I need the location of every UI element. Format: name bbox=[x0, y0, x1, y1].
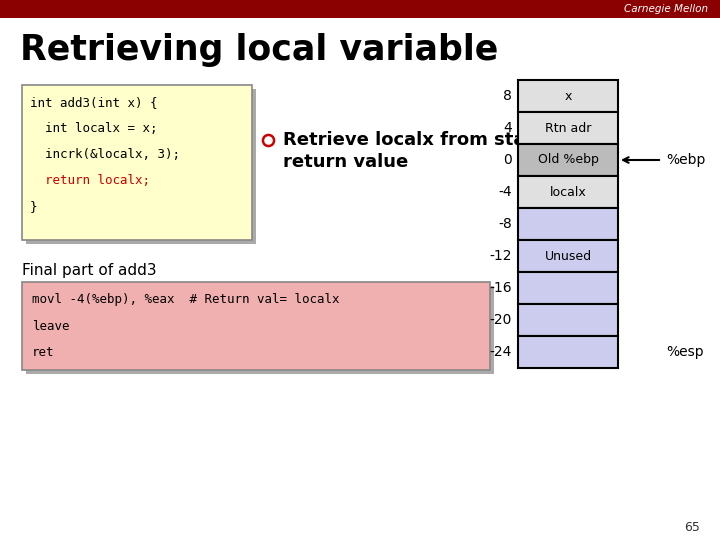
Text: -16: -16 bbox=[490, 281, 512, 295]
Text: %ebp: %ebp bbox=[666, 153, 706, 167]
Text: movl -4(%ebp), %eax  # Return val= localx: movl -4(%ebp), %eax # Return val= localx bbox=[32, 294, 340, 307]
Bar bbox=[518, 272, 618, 304]
Text: x: x bbox=[564, 90, 572, 103]
Bar bbox=[518, 240, 618, 272]
Text: Retrieve localx from stack as: Retrieve localx from stack as bbox=[283, 131, 577, 149]
Text: %esp: %esp bbox=[666, 345, 703, 359]
Bar bbox=[26, 286, 494, 374]
Text: 0: 0 bbox=[503, 153, 512, 167]
Text: -12: -12 bbox=[490, 249, 512, 263]
Text: -20: -20 bbox=[490, 313, 512, 327]
Bar bbox=[518, 304, 618, 336]
Text: 8: 8 bbox=[503, 89, 512, 103]
Bar bbox=[22, 85, 252, 240]
Text: -24: -24 bbox=[490, 345, 512, 359]
Text: Rtn adr: Rtn adr bbox=[545, 122, 591, 134]
Text: Unused: Unused bbox=[544, 249, 592, 262]
Bar bbox=[518, 80, 618, 112]
Bar bbox=[518, 208, 618, 240]
Bar bbox=[518, 176, 618, 208]
Bar bbox=[518, 336, 618, 368]
Text: int add3(int x) {: int add3(int x) { bbox=[30, 97, 158, 110]
Bar bbox=[518, 112, 618, 144]
Text: -8: -8 bbox=[498, 217, 512, 231]
Text: 65: 65 bbox=[684, 521, 700, 534]
Text: 4: 4 bbox=[503, 121, 512, 135]
Text: -4: -4 bbox=[498, 185, 512, 199]
Text: }: } bbox=[30, 200, 37, 213]
Bar bbox=[22, 282, 490, 370]
Text: Final part of add3: Final part of add3 bbox=[22, 262, 157, 278]
Text: return value: return value bbox=[283, 153, 408, 171]
Text: int localx = x;: int localx = x; bbox=[30, 123, 158, 136]
Text: return localx;: return localx; bbox=[30, 174, 150, 187]
Text: Old %ebp: Old %ebp bbox=[538, 153, 598, 166]
Text: localx: localx bbox=[549, 186, 586, 199]
Bar bbox=[518, 144, 618, 176]
Bar bbox=[26, 89, 256, 244]
Text: incrk(&localx, 3);: incrk(&localx, 3); bbox=[30, 148, 180, 161]
Bar bbox=[0, 0, 720, 18]
Text: Carnegie Mellon: Carnegie Mellon bbox=[624, 4, 708, 14]
Text: ret: ret bbox=[32, 346, 55, 359]
Text: Retrieving local variable: Retrieving local variable bbox=[20, 33, 498, 67]
Text: leave: leave bbox=[32, 320, 70, 333]
